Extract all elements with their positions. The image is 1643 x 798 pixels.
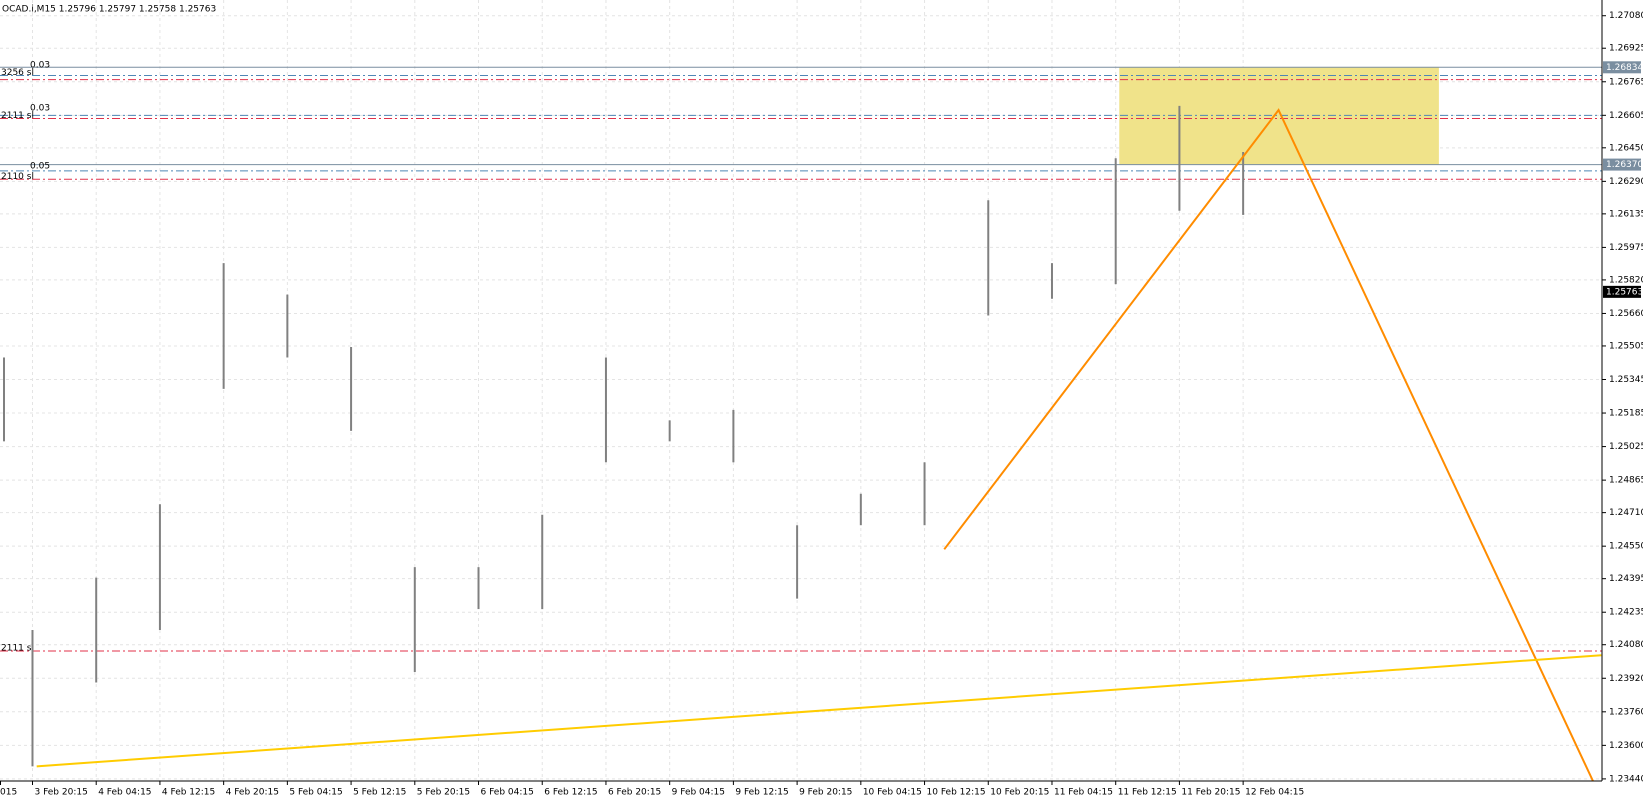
level-note: 2111 sl [1, 111, 34, 121]
y-tick-label: 1.23440 [1609, 774, 1643, 784]
x-tick-label: 11 Feb 12:15 [1118, 788, 1177, 798]
y-tick-label: 1.26765 [1609, 77, 1643, 87]
x-tick-label: 6 Feb 04:15 [481, 788, 534, 798]
zone [1119, 67, 1439, 165]
x-tick-label: 10 Feb 04:15 [863, 788, 922, 798]
level-note: 0.03 [30, 104, 50, 114]
x-tick-label: 6 Feb 20:15 [608, 788, 661, 798]
level-note: 0.03 [30, 61, 50, 71]
x-tick-label: 9 Feb 12:15 [735, 788, 788, 798]
y-tick-label: 1.26450 [1609, 143, 1643, 153]
price-tag [1603, 61, 1641, 74]
y-tick-label: 1.25820 [1609, 275, 1643, 285]
y-tick-label: 1.25505 [1609, 341, 1643, 351]
y-tick-label: 1.24550 [1609, 542, 1643, 552]
y-tick-label: 1.24235 [1609, 608, 1643, 618]
level-note: 2110 sl [1, 172, 34, 182]
y-tick-label: 1.25975 [1609, 243, 1643, 253]
y-tick-label: 1.24395 [1609, 574, 1643, 584]
price-tag [1603, 285, 1641, 298]
price-tag [1603, 158, 1641, 171]
y-tick-label: 1.26135 [1609, 209, 1643, 219]
x-tick-label: 9 Feb 20:15 [799, 788, 852, 798]
y-tick-label: 1.26605 [1609, 111, 1643, 121]
price-tag-label: 1.26370 [1606, 160, 1643, 170]
y-tick-label: 1.24865 [1609, 476, 1643, 486]
y-tick-label: 1.25660 [1609, 309, 1643, 319]
level-note: 3256 sl [1, 68, 34, 78]
y-tick-label: 1.23920 [1609, 674, 1643, 684]
y-tick-label: 1.25185 [1609, 409, 1643, 419]
y-tick-label: 1.24080 [1609, 640, 1643, 650]
y-tick-label: 1.24710 [1609, 508, 1643, 518]
x-tick-label: 4 Feb 12:15 [162, 788, 215, 798]
symbol-header: OCAD.i,M15 1.25796 1.25797 1.25758 1.257… [2, 5, 216, 15]
y-tick-label: 1.27080 [1609, 11, 1643, 21]
y-tick-label: 1.26290 [1609, 177, 1643, 187]
y-tick-label: 1.26925 [1609, 44, 1643, 54]
x-tick-label: 10 Feb 12:15 [927, 788, 986, 798]
price-tag-label: 1.26834 [1606, 63, 1643, 73]
price-tag-label: 1.25763 [1606, 287, 1643, 297]
x-tick-label: 4 Feb 20:15 [226, 788, 279, 798]
y-tick-label: 1.25345 [1609, 375, 1643, 385]
x-tick-label: 9 Feb 04:15 [672, 788, 725, 798]
trendline [943, 108, 1594, 782]
x-tick-label: 12 Feb 04:15 [1245, 788, 1304, 798]
y-tick-label: 1.23760 [1609, 707, 1643, 717]
x-tick-label: 11 Feb 04:15 [1054, 788, 1113, 798]
level-note: 2111 sl [1, 644, 34, 654]
x-tick-label: 6 Feb 12:15 [544, 788, 597, 798]
trendline [36, 654, 1602, 768]
x-tick-label: 015 [0, 788, 17, 798]
y-tick-label: 1.25025 [1609, 442, 1643, 452]
x-tick-label: 5 Feb 12:15 [353, 788, 406, 798]
level-note: 0.05 [30, 161, 50, 171]
x-tick-label: 3 Feb 20:15 [34, 788, 87, 798]
x-tick-label: 5 Feb 04:15 [289, 788, 342, 798]
x-tick-label: 11 Feb 20:15 [1181, 788, 1240, 798]
x-tick-label: 5 Feb 20:15 [417, 788, 470, 798]
y-tick-label: 1.23600 [1609, 741, 1643, 751]
x-tick-label: 10 Feb 20:15 [990, 788, 1049, 798]
x-tick-label: 4 Feb 04:15 [98, 788, 151, 798]
